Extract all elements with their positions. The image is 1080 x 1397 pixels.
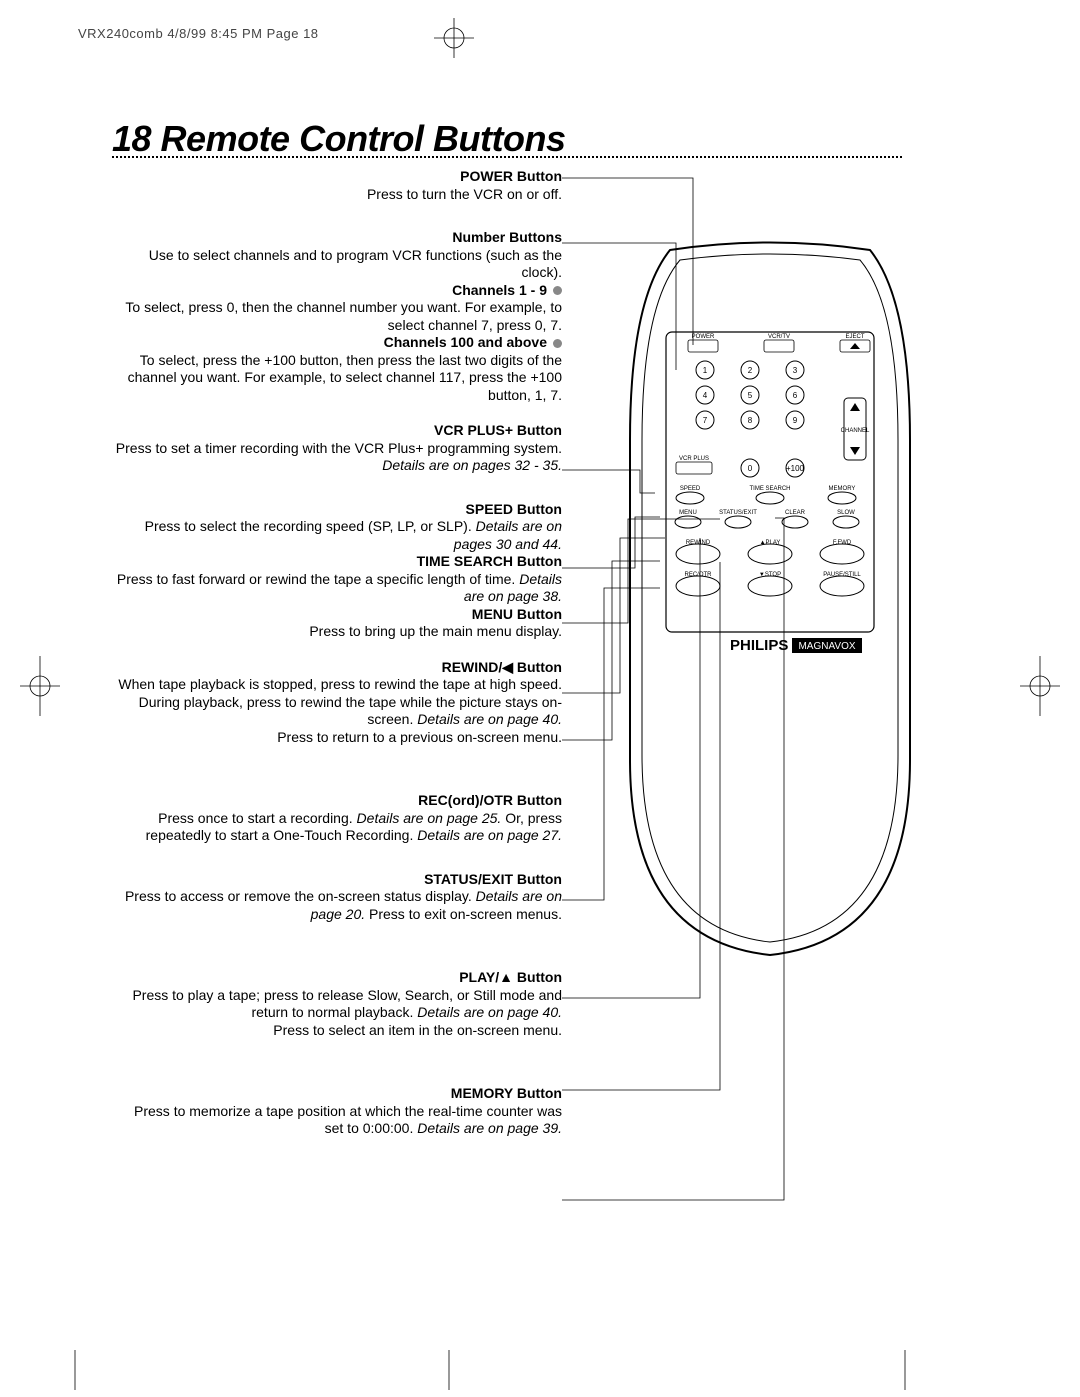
svg-text:1: 1: [703, 366, 708, 375]
svg-text:0: 0: [748, 464, 753, 473]
svg-text:REWIND: REWIND: [686, 540, 711, 546]
entry-desc-vcrplus: Press to set a timer recording with the …: [112, 440, 562, 475]
remote-illustration: POWERVCR/TVEJECT 123456789VCR PLUS0+100 …: [610, 240, 930, 960]
brand-text: PHILIPS: [730, 637, 788, 654]
svg-text:3: 3: [793, 366, 798, 375]
entry-desc-speed: Press to select the recording speed (SP,…: [112, 518, 562, 553]
entry-desc-menu: Press to bring up the main menu display.: [112, 623, 562, 641]
svg-text:CLEAR: CLEAR: [785, 510, 806, 516]
svg-text:REC/OTR: REC/OTR: [685, 572, 713, 578]
entry-desc-ch100: To select, press the +100 button, then p…: [112, 352, 562, 405]
svg-text:9: 9: [793, 416, 798, 425]
svg-text:TIME SEARCH: TIME SEARCH: [749, 486, 790, 492]
entry-desc-memory: Press to memorize a tape position at whi…: [112, 1103, 562, 1138]
page-title: 18 Remote Control Buttons: [112, 118, 566, 160]
dotted-rule: [112, 156, 902, 158]
svg-text:SLOW: SLOW: [837, 510, 855, 516]
svg-text:POWER: POWER: [692, 334, 715, 340]
entry-title-memory: MEMORY Button: [112, 1085, 562, 1103]
crop-mark-right: [1020, 656, 1060, 716]
entry-title-number: Number Buttons: [112, 229, 562, 247]
svg-text:▼STOP: ▼STOP: [759, 572, 781, 578]
svg-text:7: 7: [703, 416, 708, 425]
entry-title-status: STATUS/EXIT Button: [112, 871, 562, 889]
entry-desc-power: Press to turn the VCR on or off.: [112, 186, 562, 204]
entry-title-vcrplus: VCR PLUS+ Button: [112, 422, 562, 440]
entry-title-speed: SPEED Button: [112, 501, 562, 519]
svg-text:EJECT: EJECT: [845, 334, 864, 340]
svg-text:VCR PLUS: VCR PLUS: [679, 456, 709, 462]
entry-title-timesearch: TIME SEARCH Button: [112, 553, 562, 571]
entry-title-play: PLAY/▲ Button: [112, 969, 562, 987]
entry-desc-play: Press to play a tape; press to release S…: [112, 987, 562, 1040]
channel-label: CHANNEL: [841, 428, 870, 434]
entry-title-ch100: Channels 100 and above: [112, 334, 562, 352]
svg-text:MEMORY: MEMORY: [829, 486, 856, 492]
svg-text:4: 4: [703, 391, 708, 400]
entry-title-menu: MENU Button: [112, 606, 562, 624]
svg-text:STATUS/EXIT: STATUS/EXIT: [719, 510, 757, 516]
entry-desc-number: Use to select channels and to program VC…: [112, 247, 562, 282]
crop-tick-bl: [70, 1350, 80, 1390]
entry-desc-rewind: When tape playback is stopped, press to …: [112, 676, 562, 746]
entry-title-ch19: Channels 1 - 9: [112, 282, 562, 300]
entry-title-recotr: REC(ord)/OTR Button: [112, 792, 562, 810]
entry-desc-timesearch: Press to fast forward or rewind the tape…: [112, 571, 562, 606]
svg-text:MENU: MENU: [679, 510, 697, 516]
svg-text:+100: +100: [786, 464, 805, 473]
entry-desc-ch19: To select, press 0, then the channel num…: [112, 299, 562, 334]
svg-text:▲PLAY: ▲PLAY: [760, 540, 781, 546]
svg-text:SPEED: SPEED: [680, 486, 701, 492]
crop-tick-br: [900, 1350, 910, 1390]
svg-text:6: 6: [793, 391, 798, 400]
crop-mark-left: [20, 656, 60, 716]
header-meta: VRX240comb 4/8/99 8:45 PM Page 18: [78, 26, 319, 41]
entry-desc-status: Press to access or remove the on-screen …: [112, 888, 562, 923]
svg-text:PAUSE/STILL: PAUSE/STILL: [823, 572, 861, 578]
svg-text:VCR/TV: VCR/TV: [768, 334, 790, 340]
entry-title-power: POWER Button: [112, 168, 562, 186]
entry-desc-recotr: Press once to start a recording. Details…: [112, 810, 562, 845]
svg-text:8: 8: [748, 416, 753, 425]
entry-title-rewind: REWIND/◀ Button: [112, 659, 562, 677]
svg-text:5: 5: [748, 391, 753, 400]
descriptions-column: POWER ButtonPress to turn the VCR on or …: [112, 168, 562, 1138]
svg-text:2: 2: [748, 366, 753, 375]
crop-mark-top: [434, 18, 474, 58]
subbrand-text: MAGNAVOX: [798, 641, 855, 652]
crop-tick-bc: [444, 1350, 454, 1390]
svg-text:F.FWD: F.FWD: [833, 540, 852, 546]
